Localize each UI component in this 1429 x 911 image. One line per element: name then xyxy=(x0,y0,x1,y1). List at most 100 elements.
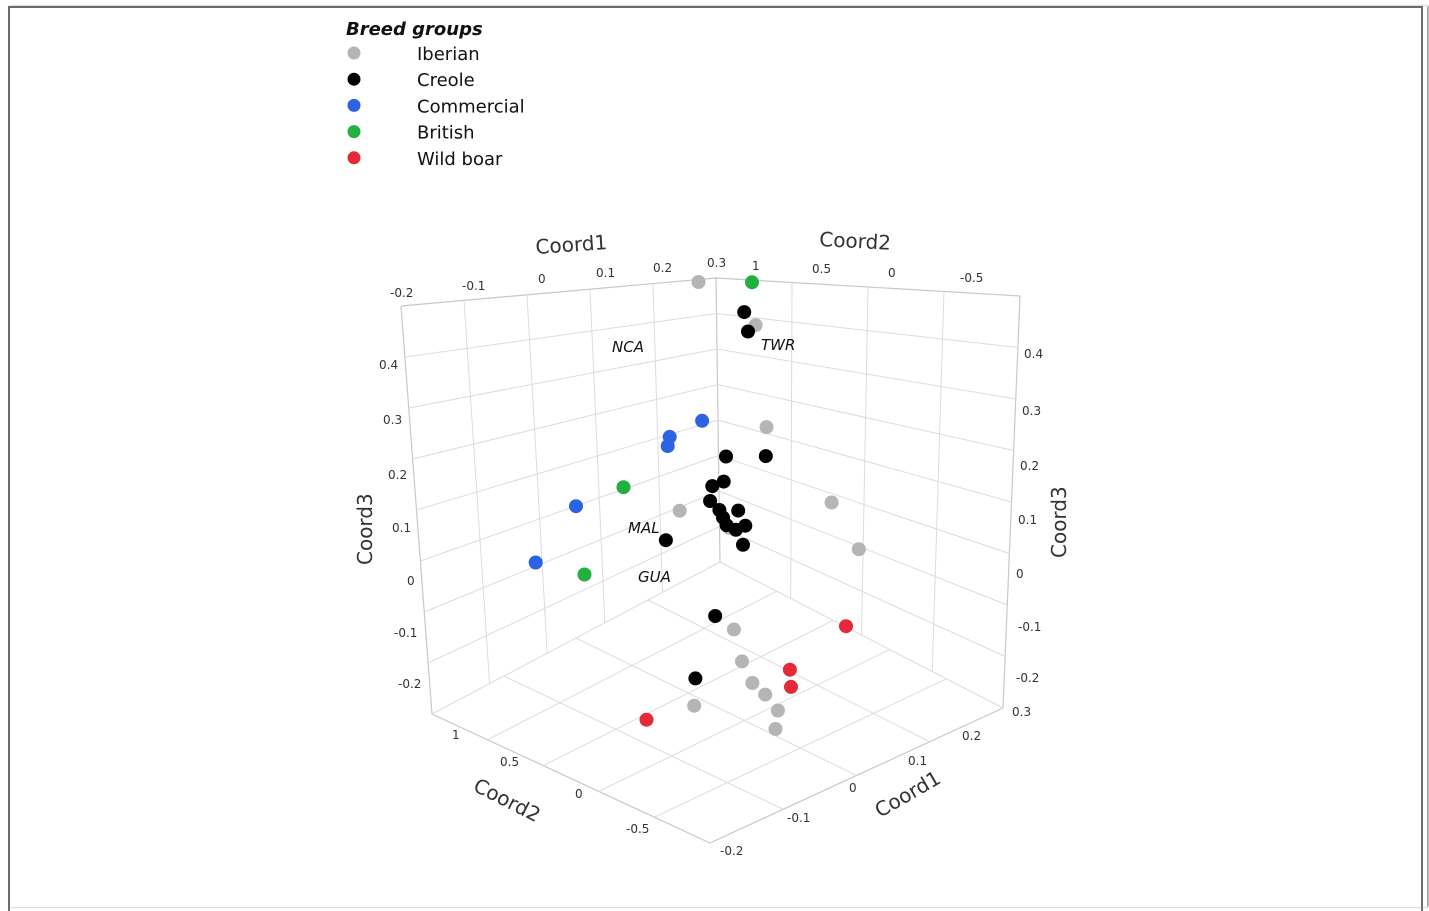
annotation-nca: NCA xyxy=(612,338,644,356)
axis-title-coord3-left: Coord3 xyxy=(353,493,377,565)
tick-coord3-right: -0.1 xyxy=(1018,620,1041,634)
grid-left-wall-h xyxy=(424,490,720,613)
tick-coord1-bottom: 0.1 xyxy=(908,754,927,768)
tick-coord2-top: 0.5 xyxy=(812,262,831,276)
axis-title-coord2-bottom: Coord2 xyxy=(470,773,545,827)
point-wild-boar-0 xyxy=(839,619,853,634)
legend: Breed groups Iberian Creole Commercial Brit… xyxy=(346,19,525,170)
tick-coord3-right: 0.3 xyxy=(1022,404,1041,418)
tick-coord1-bottom: 0.2 xyxy=(962,729,981,743)
point-creole-5 xyxy=(705,479,720,494)
legend-label-british: British xyxy=(417,123,475,144)
tick-coord3-left: 0.4 xyxy=(379,358,398,372)
point-british-1 xyxy=(616,480,631,495)
tick-coord3-right: 0.1 xyxy=(1018,513,1037,527)
tick-coord2-top: 0 xyxy=(888,266,896,280)
point-iberian-12 xyxy=(768,722,783,736)
point-iberian-9 xyxy=(745,676,760,690)
point-creole-1 xyxy=(741,324,755,339)
point-iberian-0 xyxy=(691,275,706,289)
annotation-twr: TWR xyxy=(761,336,795,354)
point-iberian-11 xyxy=(770,703,785,718)
legend-entries: Iberian Creole Commercial British Wild boar xyxy=(347,44,525,170)
box-edge-bottom-left xyxy=(431,713,711,844)
tick-coord3-right: 0 xyxy=(1016,567,1024,581)
legend-label-commercial: Commercial xyxy=(417,96,525,117)
point-creole-0 xyxy=(737,305,752,320)
tick-coord3-left: -0.1 xyxy=(394,626,417,640)
tick-coord1-bottom: -0.2 xyxy=(720,844,743,858)
tick-coord3-left: 0.3 xyxy=(383,413,402,427)
grid-floor-b xyxy=(575,637,857,776)
grid-layer xyxy=(400,277,1021,844)
point-iberian-10 xyxy=(758,687,773,702)
tick-coord3-left: 0 xyxy=(407,574,415,588)
grid-left-wall-h xyxy=(412,384,718,460)
tick-coord2-top: -0.5 xyxy=(960,271,983,285)
tick-coord1-top: 0.1 xyxy=(596,266,615,280)
axis-title-coord1-top: Coord1 xyxy=(535,230,608,259)
point-iberian-6 xyxy=(851,542,866,557)
figure-frame xyxy=(8,6,1423,911)
tick-coord1-top: -0.2 xyxy=(390,286,413,300)
tick-coord3-left: 0.2 xyxy=(388,468,407,482)
point-commercial-3 xyxy=(569,499,583,514)
point-wild-boar-2 xyxy=(784,679,798,694)
annotation-gua: GUA xyxy=(638,568,671,586)
tick-labels: -0.2 -0.1 0 0.1 0.2 0.3 1 0.5 0 -0.5 0.4 0.3 0.2 0.1 0… xyxy=(379,256,1043,858)
tick-coord3-left: -0.2 xyxy=(398,677,421,691)
tick-coord1-bottom: -0.1 xyxy=(787,811,810,825)
legend-label-wild-boar: Wild boar xyxy=(417,149,503,170)
tick-coord1-bottom: 0.3 xyxy=(1012,705,1031,719)
tick-coord3-right: 0.2 xyxy=(1020,459,1039,473)
axis-title-coord3-right: Coord3 xyxy=(1047,486,1071,558)
point-creole-2 xyxy=(758,449,773,464)
point-wild-boar-1 xyxy=(782,662,797,677)
tick-coord1-bottom: 0 xyxy=(849,781,857,795)
point-commercial-2 xyxy=(660,439,675,454)
tick-coord2-bottom: 1 xyxy=(452,728,460,742)
point-commercial-0 xyxy=(695,413,710,428)
grid-left-wall-v xyxy=(652,283,663,593)
tick-coord1-top: 0 xyxy=(538,272,546,286)
grid-floor-b xyxy=(503,675,784,810)
tick-coord1-top: -0.1 xyxy=(462,279,485,293)
tick-coord3-left: 0.1 xyxy=(392,521,411,535)
legend-marker-iberian xyxy=(347,46,361,60)
legend-marker-wild-boar xyxy=(347,151,361,165)
point-creole-6 xyxy=(703,494,718,508)
tick-coord2-bottom: -0.5 xyxy=(626,822,649,836)
point-iberian-2 xyxy=(759,420,774,435)
point-creole-12 xyxy=(728,522,743,537)
annotation-mal: MAL xyxy=(628,519,660,537)
grid-left-wall-v xyxy=(526,294,548,654)
grid-left-wall-h xyxy=(404,313,717,358)
legend-marker-commercial xyxy=(347,98,361,112)
legend-marker-british xyxy=(347,125,361,139)
grid-left-wall-v xyxy=(589,289,606,623)
point-commercial-4 xyxy=(528,555,543,570)
axis-title-coord2-top: Coord2 xyxy=(819,227,892,255)
legend-marker-creole xyxy=(347,72,361,86)
point-creole-15 xyxy=(708,609,723,623)
point-creole-8 xyxy=(731,503,746,518)
point-iberian-3 xyxy=(672,503,687,518)
grid-left-wall-h xyxy=(427,526,720,664)
point-iberian-7 xyxy=(726,622,741,637)
tick-coord3-right: 0.4 xyxy=(1024,347,1043,361)
tick-coord1-top: 0.3 xyxy=(707,256,726,270)
grid-left-wall-v xyxy=(463,300,491,684)
point-creole-16 xyxy=(688,671,703,686)
grid-right-wall-v xyxy=(790,282,793,599)
tick-coord2-top: 1 xyxy=(752,259,760,273)
tick-coord2-bottom: 0.5 xyxy=(500,755,519,769)
box-edge-top-left xyxy=(400,277,717,307)
grid-right-wall-v xyxy=(931,291,945,672)
legend-label-creole: Creole xyxy=(417,70,475,91)
legend-label-iberian: Iberian xyxy=(417,44,480,65)
tick-coord3-right: -0.2 xyxy=(1016,671,1039,685)
point-creole-13 xyxy=(736,537,750,552)
grid-right-wall-v xyxy=(861,286,869,636)
tick-coord1-top: 0.2 xyxy=(653,261,672,275)
